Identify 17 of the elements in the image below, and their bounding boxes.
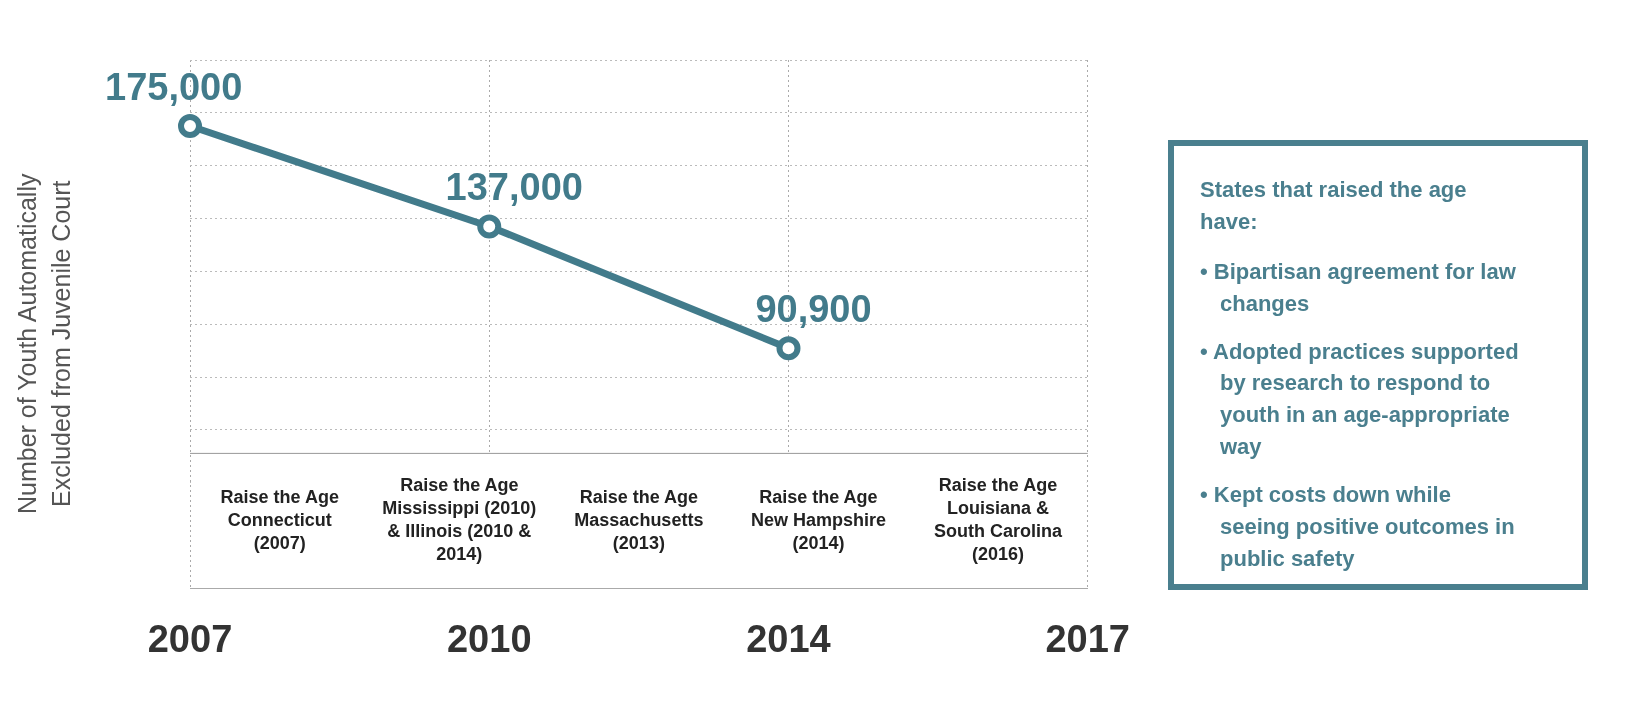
text: States that raised the age have: — [1200, 176, 1468, 236]
text: Raise the Age Louisiana & South Carolina (2016) — [933, 475, 1063, 565]
data-label: 175,000 — [105, 65, 243, 108]
x-tick-label: 2017 — [1045, 617, 1131, 660]
text: Raise the Age Mississippi (2010) & Illinois (2010 & 2014) — [382, 475, 537, 565]
data-label: 90,900 — [755, 287, 872, 330]
text: • Adopted practices supported by research to respond to youth in an age-appropriate way — [1200, 337, 1520, 462]
text: Raise the Age Massachusetts (2013) — [574, 486, 704, 553]
text: • Kept costs down while seeing positive outcomes in public safety — [1200, 481, 1516, 573]
text: • Bipartisan agreement for law changes — [1200, 257, 1517, 318]
y-axis-title: Number of Youth Automatically Excluded from Juvenile Court — [12, 172, 76, 516]
x-tick-label: 2010 — [446, 617, 532, 660]
text: Raise the Age New Hampshire (2014) — [750, 486, 886, 553]
data-label: 137,000 — [445, 165, 583, 208]
x-tick-label: 2007 — [147, 617, 233, 660]
x-tick-label: 2014 — [746, 617, 831, 660]
text: Raise the Age Connecticut (2007) — [220, 486, 339, 553]
